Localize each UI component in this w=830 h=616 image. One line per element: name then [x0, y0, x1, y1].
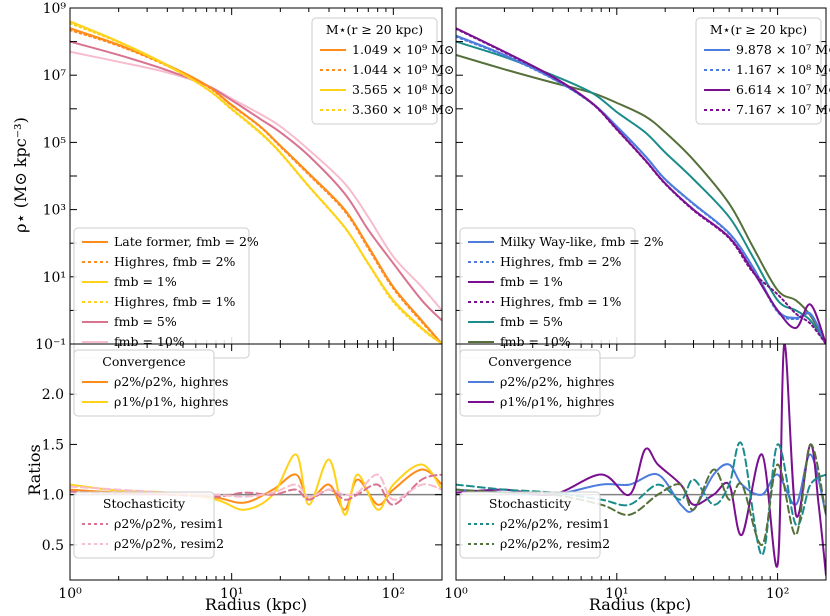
bottom-left-convergence-legend-title: Convergence — [102, 354, 185, 369]
bottom-right-stochasticity-legend-title: Stochasticity — [489, 496, 572, 511]
top-left-mass-legend-entry: 3.565 × 10⁸ M⊙ — [352, 82, 454, 97]
bottom-right-axes-frame — [455, 343, 827, 581]
bottom-right-convergence-legend-title: Convergence — [488, 354, 571, 369]
top-right-model-legend-entry: Milky Way-like, fmb = 2% — [500, 234, 664, 249]
y-tick-label: 10³ — [43, 203, 66, 219]
top-right-model-legend-entry: fmb = 10% — [500, 334, 571, 349]
y-tick-label: 10¹ — [43, 270, 66, 286]
bottom-left-stochasticity-legend — [73, 491, 215, 559]
series-line-highres-fmb-1-gold — [70, 22, 442, 344]
top-left-model-legend-entry: Late former, fmb = 2% — [114, 234, 259, 249]
series-line-2-2-highres-blue — [456, 453, 826, 516]
y-tick-label: 10⁹ — [43, 1, 67, 17]
bottom-left-stochasticity-legend-title: Stochasticity — [103, 496, 186, 511]
bottom-right-convergence-legend-entry: ρ2%/ρ2%, highres — [500, 374, 614, 389]
top-right-model-legend-entry: Highres, fmb = 1% — [500, 294, 622, 309]
y-tick-label: 2.0 — [42, 387, 64, 403]
top-left-mass-legend-entry: 1.049 × 10⁹ M⊙ — [352, 42, 454, 57]
top-left-mass-legend-entry: 3.360 × 10⁸ M⊙ — [352, 102, 454, 117]
bottom-right-stochasticity-legend-entry: ρ2%/ρ2%, resim1 — [500, 516, 610, 531]
x-axis-label-right: Radius (kpc) — [589, 595, 691, 614]
top-left-model-legend-entry: fmb = 5% — [114, 314, 177, 329]
x-tick-label: 10⁰ — [444, 586, 468, 602]
bottom-left-convergence-legend-entry: ρ2%/ρ2%, highres — [114, 374, 228, 389]
series-line-highres-fmb-2-blue — [456, 35, 826, 344]
top-left-mass-legend — [311, 17, 438, 125]
x-tick-label: 10² — [766, 586, 789, 602]
top-right-mass-legend-entry: 1.167 × 10⁸ M⊙ — [736, 62, 830, 77]
bottom-left-convergence-legend-entry: ρ1%/ρ1%, highres — [114, 394, 228, 409]
top-left-mass-legend-title: M⋆(r ≥ 20 kpc) — [326, 22, 423, 37]
top-right-mass-legend-title: M⋆(r ≥ 20 kpc) — [710, 22, 807, 37]
y-tick-label: 10⁵ — [43, 135, 67, 151]
bottom-right-convergence-legend-entry: ρ1%/ρ1%, highres — [500, 394, 614, 409]
top-left-series-group — [70, 20, 442, 344]
top-right-mass-legend-entry: 9.878 × 10⁷ M⊙ — [736, 42, 830, 57]
top-left-mass-legend-entry: 1.044 × 10⁹ M⊙ — [352, 62, 454, 77]
bottom-left-convergence-legend — [73, 349, 215, 417]
top-right-model-legend-entry: fmb = 5% — [500, 314, 563, 329]
series-line-highres-fmb-2-orange — [70, 29, 442, 344]
y-tick-label: 10⁻¹ — [35, 337, 66, 353]
top-left-model-legend-entry: fmb = 1% — [114, 274, 177, 289]
y-tick-label: 0.5 — [42, 538, 64, 554]
top-right-mass-legend-entry: 6.614 × 10⁷ M⊙ — [736, 82, 830, 97]
bottom-right-stochasticity-legend — [459, 491, 601, 559]
x-tick-label: 10¹ — [220, 586, 243, 602]
top-left-model-legend-entry: Highres, fmb = 1% — [114, 294, 236, 309]
top-right-mass-legend — [695, 17, 822, 125]
top-right-mass-legend-entry: 7.167 × 10⁷ M⊙ — [736, 102, 830, 117]
panel-bottom-left: 10⁰ 10¹ 10² 0.5 1.0 1.5 2.0 Convergence ρ2%/ρ2%,… — [42, 343, 443, 602]
top-right-model-legend-entry: fmb = 1% — [500, 274, 563, 289]
top-right-model-legend-entry: Highres, fmb = 2% — [500, 254, 622, 269]
x-tick-label: 10⁰ — [58, 586, 82, 602]
series-line-1-1-highres-purple — [456, 344, 826, 576]
bottom-left-stochasticity-legend-entry: ρ2%/ρ2%, resim1 — [114, 516, 224, 531]
top-right-series-group — [456, 27, 826, 344]
series-line-fmb-10-pink — [70, 50, 442, 312]
panel-top-left: 10⁻¹ 10¹ 10³ 10⁵ 10⁷ 10⁹ M⋆(r ≥ 20 kpc) 1.049 ×… — [35, 1, 454, 359]
panels: 10⁻¹ 10¹ 10³ 10⁵ 10⁷ 10⁹ M⋆(r ≥ 20 kpc) 1.049 ×… — [35, 1, 830, 602]
y-axis-label-ratios: Ratios — [25, 444, 44, 495]
top-left-model-legend-entry: Highres, fmb = 2% — [114, 254, 236, 269]
series-line-highres-fmb-1-purple — [456, 27, 826, 344]
top-left-model-legend-entry: fmb = 10% — [114, 334, 185, 349]
series-line-fmb-10-olive — [456, 53, 826, 344]
x-tick-label: 10² — [382, 586, 405, 602]
bottom-left-stochasticity-legend-entry: ρ2%/ρ2%, resim2 — [114, 536, 224, 551]
y-tick-label: 1.0 — [42, 488, 64, 504]
y-axis-label-density: ρ⋆ (M⊙ kpc⁻³) — [11, 117, 30, 233]
bottom-right-convergence-legend — [459, 349, 601, 417]
y-tick-label: 10⁷ — [43, 68, 67, 84]
series-line-fmb-5-rose — [70, 40, 442, 322]
bottom-right-stochasticity-legend-entry: ρ2%/ρ2%, resim2 — [500, 536, 610, 551]
x-axis-label-left: Radius (kpc) — [205, 595, 307, 614]
bottom-left-axes-frame — [69, 343, 443, 581]
y-tick-label: 1.5 — [42, 437, 64, 453]
panel-top-right: M⋆(r ≥ 20 kpc) 9.878 × 10⁷ M⊙ 1.167 × 10⁸ … — [455, 7, 830, 359]
x-tick-label: 10¹ — [605, 586, 628, 602]
series-line-fmb-5-teal — [456, 40, 826, 344]
panel-bottom-right: 10⁰ 10¹ 10² Convergence ρ2%/ρ2%, highres ρ1%/… — [444, 343, 827, 602]
